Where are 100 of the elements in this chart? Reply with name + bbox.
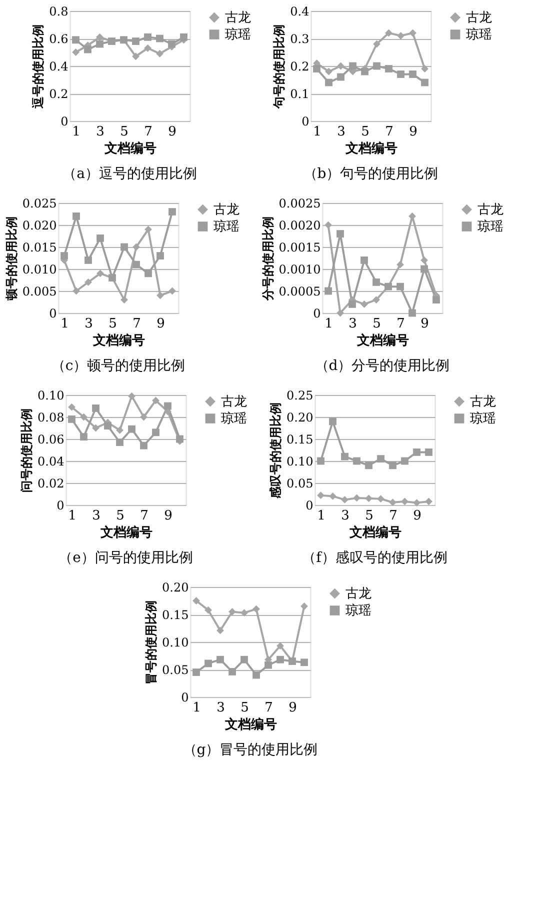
y-tick-label: 0.10: [38, 388, 64, 402]
y-tick-label: 0.0015: [278, 240, 321, 254]
y-tick-label: 0.10: [286, 454, 314, 468]
text: （b）句号的使用比例: [303, 166, 438, 182]
legend-label: 古龙: [345, 586, 372, 602]
x-tick-label: 5: [361, 124, 370, 140]
x-tick-label: 1: [324, 316, 333, 332]
legend-label: 琼瑶: [466, 26, 492, 42]
y-tick-label: 0.25: [286, 388, 314, 402]
y-axis-title: 感叹号的使用比例: [268, 402, 283, 500]
y-tick-label: 0.20: [162, 580, 189, 594]
text: （d）分号的使用比例: [314, 358, 450, 374]
x-tick-label: 5: [108, 316, 117, 332]
x-tick-label: 7: [144, 124, 152, 140]
x-tick-label: 3: [84, 316, 93, 332]
y-tick-label: 0.0025: [278, 196, 321, 210]
y-tick-label: 0: [306, 498, 314, 512]
x-axis-title: 文档编号: [344, 140, 398, 156]
legend-label: 古龙: [477, 202, 504, 218]
x-tick-label: 3: [216, 700, 225, 716]
x-tick-label: 7: [389, 508, 398, 524]
y-tick-label: 0.0005: [278, 284, 321, 298]
x-tick-label: 7: [132, 316, 141, 332]
x-tick-label: 3: [96, 124, 104, 140]
x-tick-label: 3: [341, 508, 350, 524]
y-axis-title: 问号的使用比例: [20, 408, 34, 492]
y-tick-label: 0.020: [22, 218, 57, 232]
y-tick-label: 0: [56, 498, 64, 512]
y-tick-label: 0.025: [22, 196, 57, 210]
y-tick-label: 0.005: [22, 284, 57, 298]
x-tick-label: 9: [164, 508, 172, 524]
y-tick-label: 0: [302, 114, 310, 128]
x-tick-label: 9: [413, 508, 422, 524]
x-tick-label: 7: [396, 316, 405, 332]
y-tick-label: 0: [49, 306, 57, 320]
y-tick-label: 0.0020: [278, 218, 321, 232]
x-tick-label: 9: [288, 700, 297, 716]
text: （a）逗号的使用比例: [62, 166, 197, 182]
y-tick-label: 0.0010: [278, 262, 321, 276]
x-axis-title: 文档编号: [348, 524, 402, 540]
x-tick-label: 9: [156, 316, 165, 332]
legend-label: 琼瑶: [224, 26, 251, 42]
legend-label: 古龙: [470, 394, 496, 410]
x-tick-label: 1: [313, 124, 322, 140]
y-axis-title: 顿号的使用比例: [4, 216, 18, 302]
x-tick-label: 5: [120, 124, 128, 140]
y-tick-label: 0.2: [290, 60, 310, 74]
y-tick-label: 0: [181, 690, 189, 704]
y-tick-label: 0.3: [290, 32, 310, 46]
x-tick-label: 1: [72, 124, 80, 140]
y-tick-label: 0.8: [49, 4, 68, 18]
text: （c）顿号的使用比例: [51, 358, 186, 374]
text: （e）问号的使用比例: [58, 550, 193, 566]
legend-label: 琼瑶: [345, 602, 372, 618]
y-tick-label: 0.20: [286, 410, 314, 424]
y-tick-label: 0.4: [49, 60, 69, 74]
y-tick-label: 0.4: [290, 4, 310, 18]
x-tick-label: 1: [68, 508, 76, 524]
x-tick-label: 3: [337, 124, 346, 140]
legend-label: 古龙: [213, 202, 240, 218]
x-tick-label: 7: [264, 700, 273, 716]
y-axis-title: 冒号的使用比例: [144, 600, 158, 684]
y-tick-label: 0.06: [38, 432, 64, 446]
y-tick-label: 0.6: [49, 32, 68, 46]
y-tick-label: 0: [313, 306, 321, 320]
y-tick-label: 0.05: [162, 663, 189, 677]
y-tick-label: 0.08: [38, 410, 64, 424]
x-tick-label: 9: [420, 316, 429, 332]
x-tick-label: 9: [168, 124, 176, 140]
text: （f）感叹号的使用比例: [302, 550, 448, 566]
legend-label: 琼瑶: [477, 218, 504, 234]
x-tick-label: 3: [348, 316, 357, 332]
y-tick-label: 0.010: [22, 262, 57, 276]
x-tick-label: 1: [192, 700, 201, 716]
legend-label: 古龙: [220, 394, 247, 410]
x-tick-label: 5: [116, 508, 124, 524]
y-tick-label: 0.1: [290, 87, 310, 101]
x-axis-title: 文档编号: [103, 140, 156, 156]
y-axis-title: 句号的使用比例: [272, 24, 286, 110]
y-tick-label: 0.015: [22, 240, 57, 254]
x-axis-title: 文档编号: [224, 716, 277, 732]
y-tick-label: 0.04: [38, 454, 65, 468]
x-tick-label: 7: [385, 124, 394, 140]
x-axis-title: 文档编号: [356, 332, 409, 348]
y-tick-label: 0.10: [162, 636, 189, 650]
x-axis-title: 文档编号: [92, 332, 145, 348]
x-tick-label: 9: [409, 124, 418, 140]
y-tick-label: 0: [60, 114, 68, 128]
y-axis-title: 分号的使用比例: [260, 216, 275, 302]
y-tick-label: 0.02: [38, 476, 64, 490]
x-tick-label: 5: [365, 508, 374, 524]
y-tick-label: 0.05: [286, 476, 314, 490]
legend-label: 琼瑶: [470, 410, 496, 426]
y-axis-title: 逗号的使用比例: [31, 24, 46, 110]
legend-label: 琼瑶: [213, 218, 240, 234]
y-tick-label: 0.2: [49, 87, 68, 101]
x-axis-title: 文档编号: [99, 524, 152, 540]
y-tick-label: 0.15: [286, 432, 314, 446]
x-tick-label: 1: [60, 316, 69, 332]
x-tick-label: 5: [240, 700, 249, 716]
